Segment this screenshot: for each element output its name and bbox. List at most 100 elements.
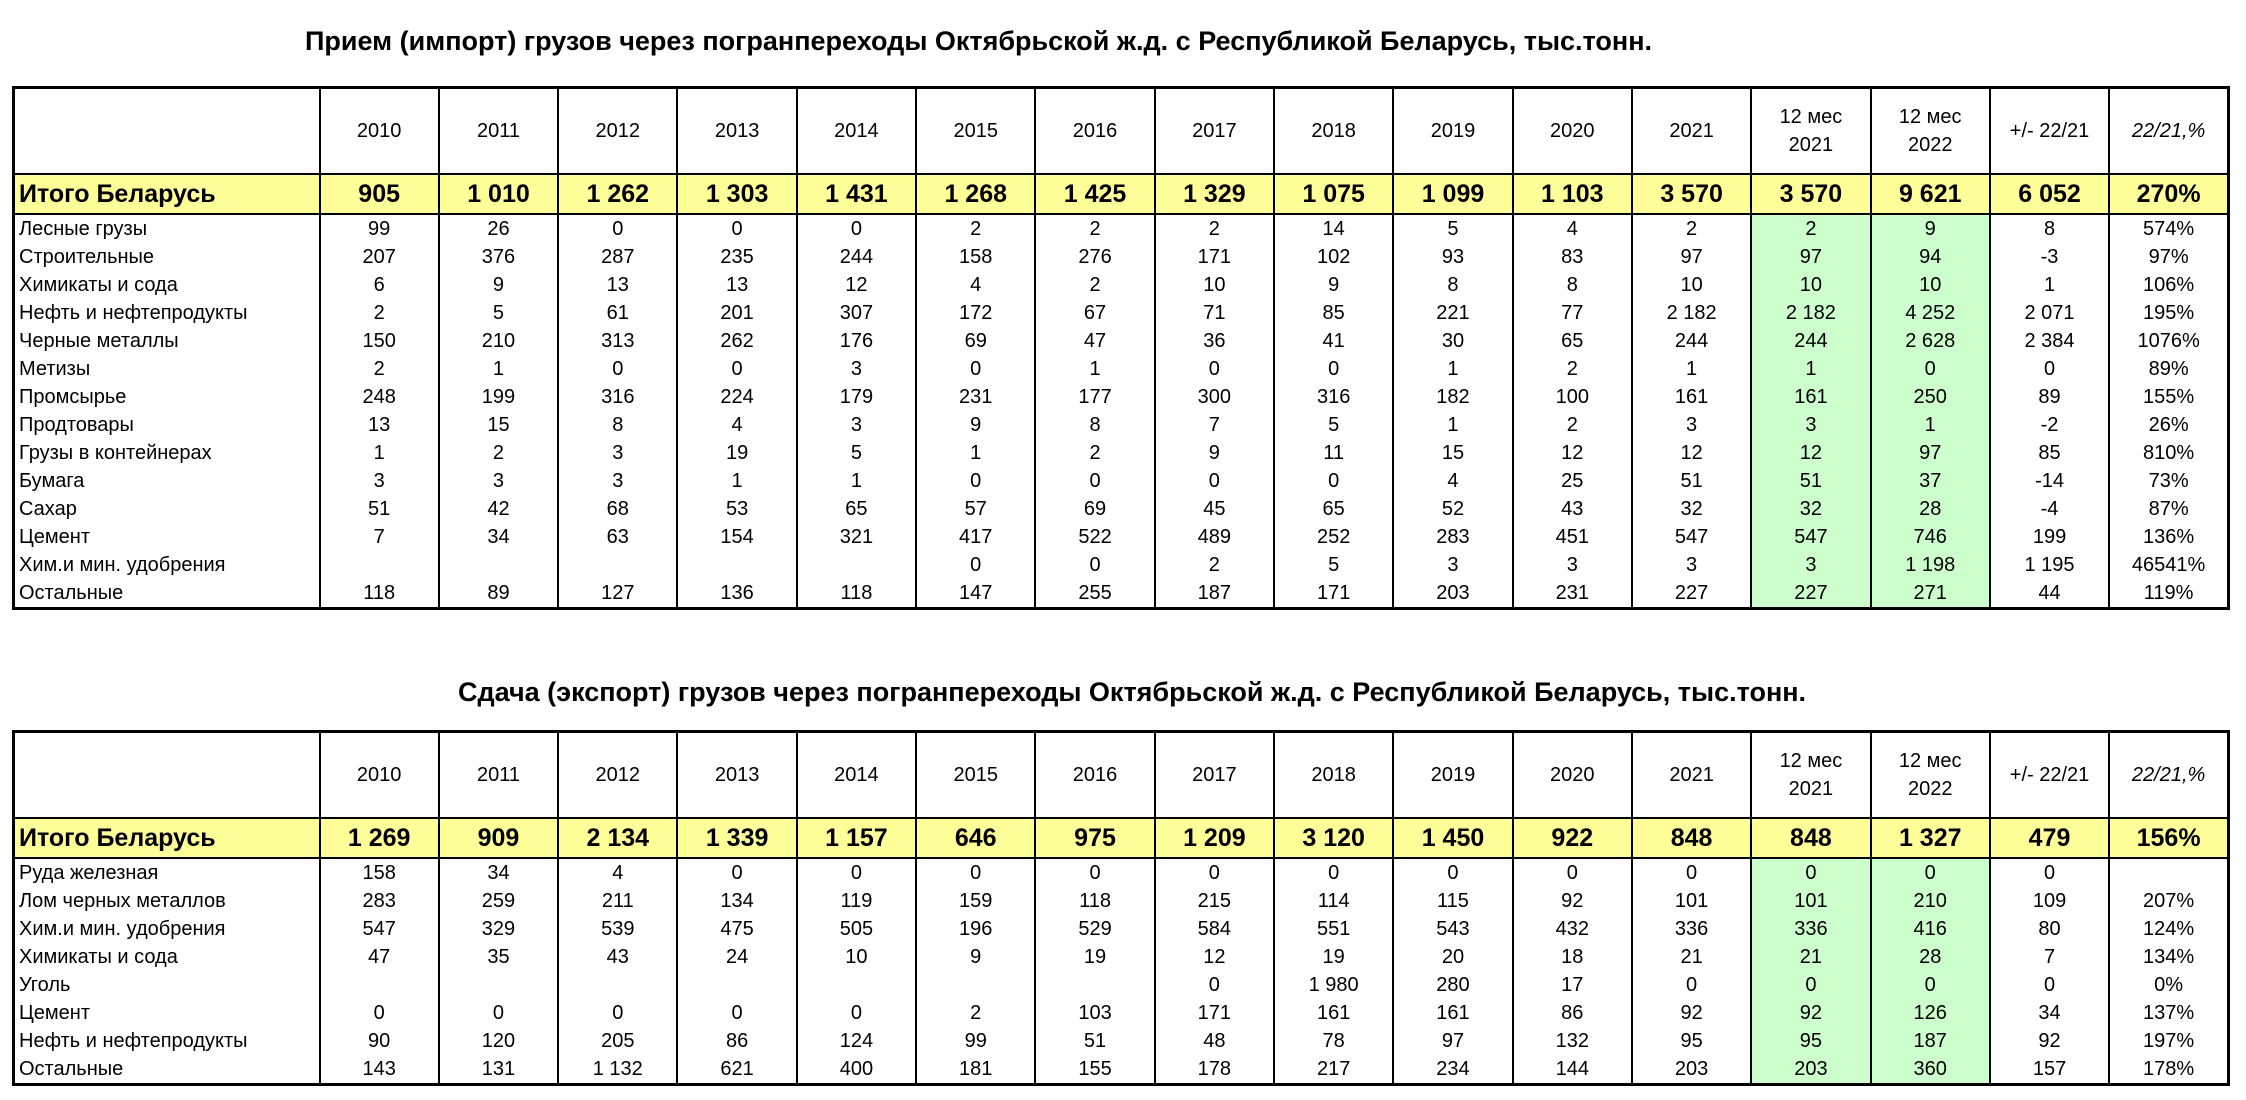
header-cell: 2014 — [795, 731, 918, 819]
cell: 161 — [1750, 383, 1872, 411]
header-cell: 2012 — [557, 87, 679, 175]
cell: 5 — [1392, 214, 1514, 243]
cell: 37 — [1869, 467, 1991, 495]
cell: 0 — [1630, 858, 1753, 887]
cell: 57 — [915, 495, 1037, 523]
cell: 103 — [1034, 999, 1156, 1027]
cell: 106% — [2108, 271, 2230, 299]
cell: 505 — [795, 915, 918, 943]
cell: 217 — [1272, 1055, 1395, 1085]
cell: 6 052 — [1988, 174, 2111, 215]
data-row: Грузы в контейнерах 1 2 3 19 5 1 2 9 11 15 12 12 12 97… — [12, 439, 2230, 467]
empty-cell — [1034, 971, 1156, 999]
cell: 0 — [557, 355, 679, 383]
cell: 551 — [1272, 915, 1395, 943]
cell: 321 — [795, 523, 918, 551]
row-label: Нефть и нефтепродукты — [12, 1027, 321, 1055]
cell: 313 — [557, 327, 679, 355]
data-row: Цемент 0 0 0 0 0 2 103 171 161 161 86 92 92 126 34 137% — [12, 999, 2230, 1027]
cell: 131 — [437, 1055, 560, 1085]
row-label: Химикаты и сода — [12, 943, 321, 971]
cell: 0 — [1869, 858, 1991, 887]
cell: 89 — [1988, 383, 2111, 411]
cell: 8 — [1034, 411, 1156, 439]
header-cell: 2015 — [915, 87, 1037, 175]
cell: 119% — [2108, 579, 2230, 609]
cell: 143 — [318, 1055, 440, 1085]
cell: 10 — [1869, 271, 1991, 299]
cell: 3 — [1750, 551, 1872, 579]
cell: 400 — [795, 1055, 918, 1085]
cell: 176 — [795, 327, 918, 355]
cell: 2 384 — [1988, 327, 2111, 355]
cell: 547 — [318, 915, 440, 943]
data-row: Строительные 207 376 287 235 244 158 276 171 102 9… — [12, 243, 2230, 271]
data-row: Нефть и нефтепродукты 2 5 61 201 307 172 67 71 85… — [12, 299, 2230, 327]
header-cell: 2019 — [1392, 87, 1514, 175]
cell: 0 — [437, 999, 560, 1027]
cell: 276 — [1034, 243, 1156, 271]
header-cell: 2019 — [1392, 731, 1514, 819]
cell: 89% — [2108, 355, 2230, 383]
cell: 2 134 — [557, 818, 679, 859]
empty-cell — [2108, 858, 2230, 887]
cell: 2 — [1153, 551, 1276, 579]
header-cell: 2016 — [1034, 731, 1156, 819]
cell: 4 — [557, 858, 679, 887]
cell: 210 — [437, 327, 560, 355]
cell: 0 — [915, 858, 1037, 887]
cell: 270% — [2108, 174, 2230, 215]
cell: 12 — [1630, 439, 1753, 467]
cell: 32 — [1630, 495, 1753, 523]
cell: 48 — [1153, 1027, 1276, 1055]
cell: 97 — [1750, 243, 1872, 271]
cell: 67 — [1034, 299, 1156, 327]
cell: 187 — [1869, 1027, 1991, 1055]
data-row: Сахар 51 42 68 53 65 57 69 45 65 52 43 32 32 28 -4 87% — [12, 495, 2230, 523]
cell: 2 — [1750, 214, 1872, 243]
cell: 51 — [1750, 467, 1872, 495]
cell: 92 — [1511, 887, 1633, 915]
cell: 1 268 — [915, 174, 1037, 215]
cell: -3 — [1988, 243, 2111, 271]
row-label: Уголь — [12, 971, 321, 999]
cell: 1 010 — [437, 174, 560, 215]
header-cell: 2021 — [1630, 731, 1753, 819]
cell: 0 — [1272, 355, 1395, 383]
cell: 47 — [1034, 327, 1156, 355]
cell: 161 — [1392, 999, 1514, 1027]
header-cell: 2020 — [1511, 87, 1633, 175]
cell: 1 — [1392, 411, 1514, 439]
cell: 3 — [1392, 551, 1514, 579]
cell: 15 — [437, 411, 560, 439]
cell: 746 — [1869, 523, 1991, 551]
empty-cell — [676, 551, 798, 579]
header-cell: 2020 — [1511, 731, 1633, 819]
cell: 147 — [915, 579, 1037, 609]
cell: 574% — [2108, 214, 2230, 243]
cell: 10 — [1153, 271, 1276, 299]
cell: 2 — [318, 355, 440, 383]
row-label: Продтовары — [12, 411, 321, 439]
cell: 2 — [437, 439, 560, 467]
cell: 61 — [557, 299, 679, 327]
cell: 203 — [1392, 579, 1514, 609]
cell: 41 — [1272, 327, 1395, 355]
cell: 2 — [1034, 214, 1156, 243]
cell: 21 — [1750, 943, 1872, 971]
cell: 5 — [437, 299, 560, 327]
data-row: Химикаты и сода 47 35 43 24 10 9 19 12 19 20 18 21 21… — [12, 943, 2230, 971]
cell: -14 — [1988, 467, 2111, 495]
cell: 271 — [1869, 579, 1991, 609]
table-title: Сдача (экспорт) грузов через погранперех… — [458, 677, 1807, 707]
cell: 1 209 — [1153, 818, 1276, 859]
cell: 9 — [1272, 271, 1395, 299]
cell: 118 — [795, 579, 918, 609]
cell: 1 — [1392, 355, 1514, 383]
cell: 2 — [1034, 271, 1156, 299]
cell: 2 — [915, 999, 1037, 1027]
cell: 11 — [1272, 439, 1395, 467]
cell: 3 — [1630, 411, 1753, 439]
cell: 4 — [915, 271, 1037, 299]
header-cell: 2017 — [1153, 731, 1276, 819]
